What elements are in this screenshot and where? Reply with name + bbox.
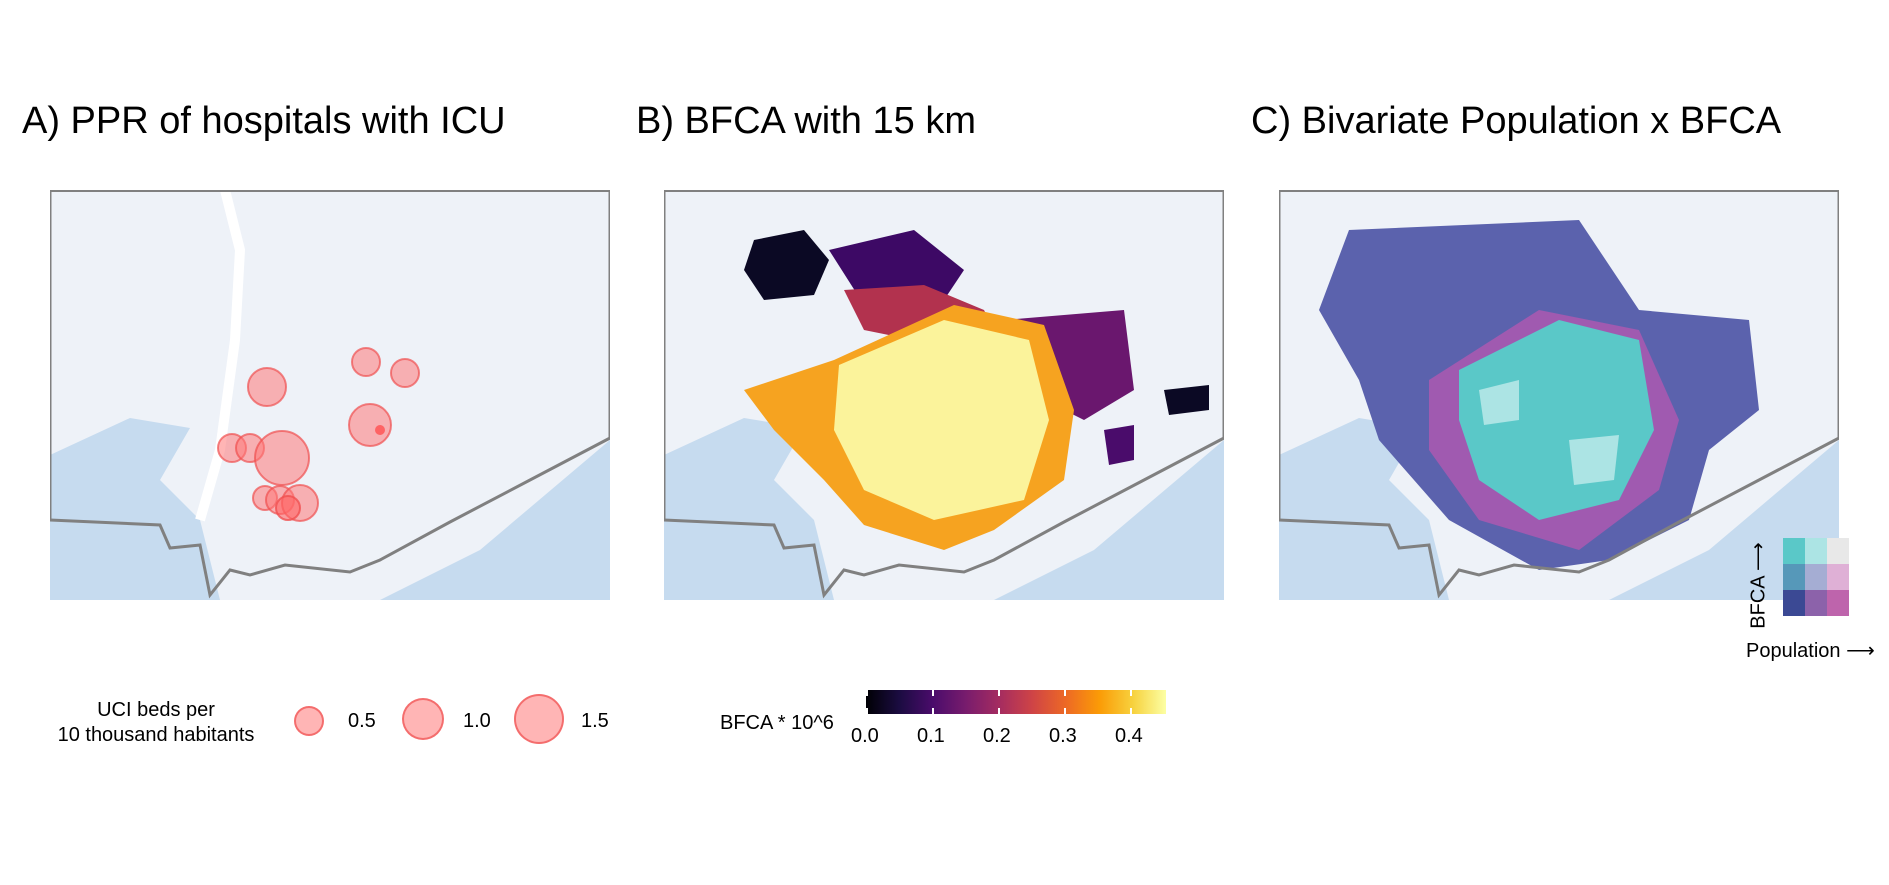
ppr-legend-title-line2: 10 thousand habitants — [44, 723, 268, 748]
bivariate-legend-cell — [1805, 538, 1827, 564]
colorbar-tick-mark — [998, 708, 1000, 714]
bivariate-legend-cell — [1805, 564, 1827, 590]
bivariate-legend-cell — [1827, 590, 1849, 616]
colorbar-tick-label: 0.4 — [1115, 725, 1143, 748]
map-a-svg — [50, 190, 610, 600]
bfca-low-cluster — [1164, 385, 1209, 415]
colorbar-tick-mark — [998, 690, 1000, 696]
hospital-marker — [248, 368, 286, 406]
ppr-legend-circle-small — [294, 706, 324, 736]
map-panel-b — [664, 190, 1224, 600]
colorbar-tick-mark — [1064, 690, 1066, 696]
bivariate-legend-cell — [1805, 590, 1827, 616]
hospital-marker — [391, 359, 419, 387]
ppr-legend-label: 0.5 — [348, 710, 376, 733]
hospital-marker — [276, 496, 300, 520]
bivariate-legend-cell — [1827, 564, 1849, 590]
hospital-marker — [255, 431, 309, 485]
colorbar-tick-mark — [866, 708, 868, 714]
bivariate-legend-grid — [1783, 538, 1863, 618]
colorbar-tick-mark — [1130, 690, 1132, 696]
colorbar-tick-mark — [1064, 708, 1066, 714]
bfca-low-cluster — [1104, 425, 1134, 465]
panel-b-title: B) BFCA with 15 km — [636, 102, 976, 140]
hospital-marker — [352, 348, 380, 376]
colorbar-tick-label: 0.0 — [851, 725, 879, 748]
bivariate-y-label: BFCA ⟶ — [1746, 536, 1771, 636]
hospital-marker — [349, 404, 391, 446]
map-panel-a — [50, 190, 610, 600]
map-b-svg — [664, 190, 1224, 600]
bfca-colorbar — [866, 690, 1166, 714]
bivariate-legend-cell — [1783, 564, 1805, 590]
ppr-legend-label: 1.5 — [581, 710, 609, 733]
colorbar-tick-mark — [1130, 708, 1132, 714]
bivariate-mix-region — [1569, 435, 1619, 485]
ppr-legend-circle-large — [514, 694, 564, 744]
colorbar-tick-label: 0.2 — [983, 725, 1011, 748]
bivariate-legend-cell — [1783, 590, 1805, 616]
hospital-marker — [375, 425, 385, 435]
ppr-legend-title-line1: UCI beds per — [44, 698, 268, 723]
colorbar-tick-label: 0.3 — [1049, 725, 1077, 748]
bivariate-x-label: Population ⟶ — [1746, 638, 1875, 663]
panel-a-title: A) PPR of hospitals with ICU — [22, 102, 506, 140]
ppr-legend-title: UCI beds per 10 thousand habitants — [44, 698, 268, 748]
ppr-legend-circle-medium — [402, 698, 444, 740]
colorbar-tick-label: 0.1 — [917, 725, 945, 748]
colorbar-tick-mark — [932, 708, 934, 714]
colorbar-tick-mark — [866, 690, 868, 696]
colorbar-tick-mark — [932, 690, 934, 696]
panel-c-title: C) Bivariate Population x BFCA — [1251, 102, 1781, 140]
bivariate-legend-cell — [1827, 538, 1849, 564]
bfca-legend-title: BFCA * 10^6 — [720, 712, 834, 735]
ppr-legend-label: 1.0 — [463, 710, 491, 733]
bivariate-legend-cell — [1783, 538, 1805, 564]
